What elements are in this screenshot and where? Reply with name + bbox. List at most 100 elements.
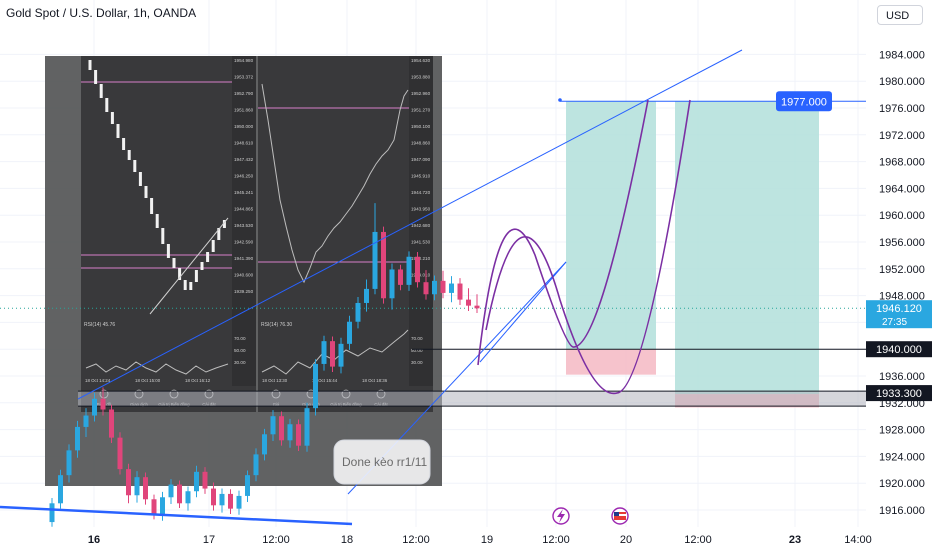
event-markers[interactable] — [552, 507, 629, 525]
candle-body — [211, 488, 216, 506]
price-axis-tick: 1936.000 — [879, 371, 925, 383]
inset-left-candle — [116, 124, 120, 138]
price-axis-tick: 1924.000 — [879, 451, 925, 463]
inset-time-label: 18 Oct 16:12 — [185, 378, 211, 383]
target-price-tag[interactable] — [776, 91, 832, 112]
inset-price-label: 1954.980 — [234, 58, 254, 63]
inset-left-candle — [161, 228, 165, 244]
price-tags: 1977.000 1946.120 27:35 1940.000 1933.300 — [776, 91, 932, 402]
candle-body — [100, 398, 106, 410]
price-axis-background — [866, 0, 932, 550]
countdown-label: 27:35 — [882, 317, 907, 328]
price-axis-tick: 1928.000 — [879, 425, 925, 437]
inset-left-candle — [178, 268, 182, 280]
price-axis-tick: 1948.000 — [879, 291, 925, 303]
time-axis-tick: 19 — [481, 534, 493, 546]
price-axis-tick: 1984.000 — [879, 49, 925, 61]
target-price-tag-label: 1977.000 — [781, 96, 827, 108]
price-axis-tick: 1972.000 — [879, 130, 925, 142]
candle-body — [338, 343, 344, 367]
inset-price-label: 1948.610 — [234, 141, 254, 146]
inset-left-candle — [138, 172, 142, 186]
candle-body — [262, 434, 267, 455]
candle-body — [457, 283, 463, 300]
candle-body — [219, 493, 225, 506]
level-1940-tag[interactable] — [866, 341, 932, 358]
inset-left-candle — [133, 160, 137, 172]
candle-body — [398, 269, 403, 285]
time-axis-tick: 20 — [620, 534, 632, 546]
level-1933-tag[interactable] — [866, 385, 932, 402]
inset-time-label: 18 Oct 18:36 — [362, 378, 388, 383]
position-zones — [566, 101, 819, 408]
candle-body — [270, 416, 276, 435]
candle-body — [313, 363, 318, 409]
inset-left-time-labels: 18 Oct 14:24 18 Oct 15:00 18 Oct 16:12 — [85, 378, 211, 383]
candle-body — [449, 283, 454, 293]
upper-trend-line[interactable] — [77, 49, 743, 400]
candle-body — [423, 282, 429, 295]
candle-body — [466, 299, 471, 306]
channel-line-lower[interactable] — [479, 261, 567, 363]
inset-price-label: 1947.090 — [411, 157, 431, 162]
inset-left-candle — [183, 280, 187, 290]
inset-price-label: 1945.910 — [411, 174, 431, 179]
candle-body — [168, 484, 174, 498]
target-zone-1[interactable] — [566, 101, 656, 350]
candle-body — [279, 416, 284, 441]
inset-price-label: 1943.530 — [234, 223, 254, 228]
inset-left-candle — [99, 84, 103, 98]
inset-right-price-labels: 1954.630 1953.880 1952.960 1951.270 1950.100… — [411, 58, 431, 278]
current-price-tag[interactable] — [866, 300, 932, 329]
inset-left-candle — [144, 186, 148, 198]
candle-body — [75, 426, 80, 451]
inset-left-indicator — [85, 361, 229, 375]
inset-right-rsi-levels: 70.00 50.00 30.00 — [411, 336, 423, 365]
inset-left-candle — [194, 270, 198, 282]
time-axis-tick: 12:00 — [684, 534, 712, 546]
inset-left-candle — [88, 60, 92, 70]
projection-curve-1[interactable] — [477, 99, 649, 366]
price-axis-tick: 1976.000 — [879, 103, 925, 115]
inset-price-label: 1950.100 — [411, 124, 431, 129]
candle-body — [134, 477, 140, 496]
inset-price-label: 1952.790 — [234, 91, 254, 96]
inset-price-label: 1946.250 — [234, 174, 254, 179]
candle-body — [126, 469, 131, 496]
annotation: Done kèo rr1/11 — [333, 439, 431, 485]
time-axis-tick: 14:00 — [844, 534, 872, 546]
inset-rsi-level: 30.00 — [411, 360, 423, 365]
candle-body — [185, 491, 191, 504]
target-anchor-point[interactable] — [558, 98, 562, 102]
inset-right-time-labels: 18 Oct 13:30 18 Oct 15:44 18 Oct 18:36 — [262, 378, 388, 383]
inset-time-label: 18 Oct 15:00 — [135, 378, 161, 383]
inset-price-label: 1945.241 — [234, 190, 254, 195]
candle-body — [49, 503, 55, 523]
projection-curve-2[interactable] — [485, 99, 691, 395]
inset-left-candle — [110, 112, 114, 124]
candle-body — [109, 409, 114, 438]
stop-zone-1[interactable] — [566, 349, 656, 375]
candle-body — [58, 475, 63, 504]
inset-price-label: 1939.250 — [234, 289, 254, 294]
candle-body — [287, 424, 293, 441]
inset-left-rsi-levels: 70.00 50.00 30.00 — [234, 336, 246, 365]
level-1933-band[interactable] — [78, 391, 866, 407]
candle-body — [236, 495, 242, 509]
annotation-box[interactable] — [333, 439, 431, 485]
lightning-icon-glyph — [557, 509, 565, 523]
inset-left-candle — [94, 70, 98, 84]
inset-price-label: 1942.680 — [411, 223, 431, 228]
candle-body — [389, 269, 395, 299]
time-axis-tick: 17 — [203, 534, 215, 546]
inset-left-panel — [81, 56, 256, 412]
price-axis-tick: 1964.000 — [879, 183, 925, 195]
time-axis[interactable]: 16 17 12:00 18 12:00 19 12:00 20 12:00 23 14:00 — [88, 534, 872, 546]
inset-price-label: 1954.630 — [411, 58, 431, 63]
currency-button[interactable]: USD — [877, 5, 923, 25]
lower-trend-line[interactable] — [0, 505, 353, 526]
target-zone-2[interactable] — [675, 101, 819, 395]
us-flag-icon-canton — [614, 512, 619, 516]
